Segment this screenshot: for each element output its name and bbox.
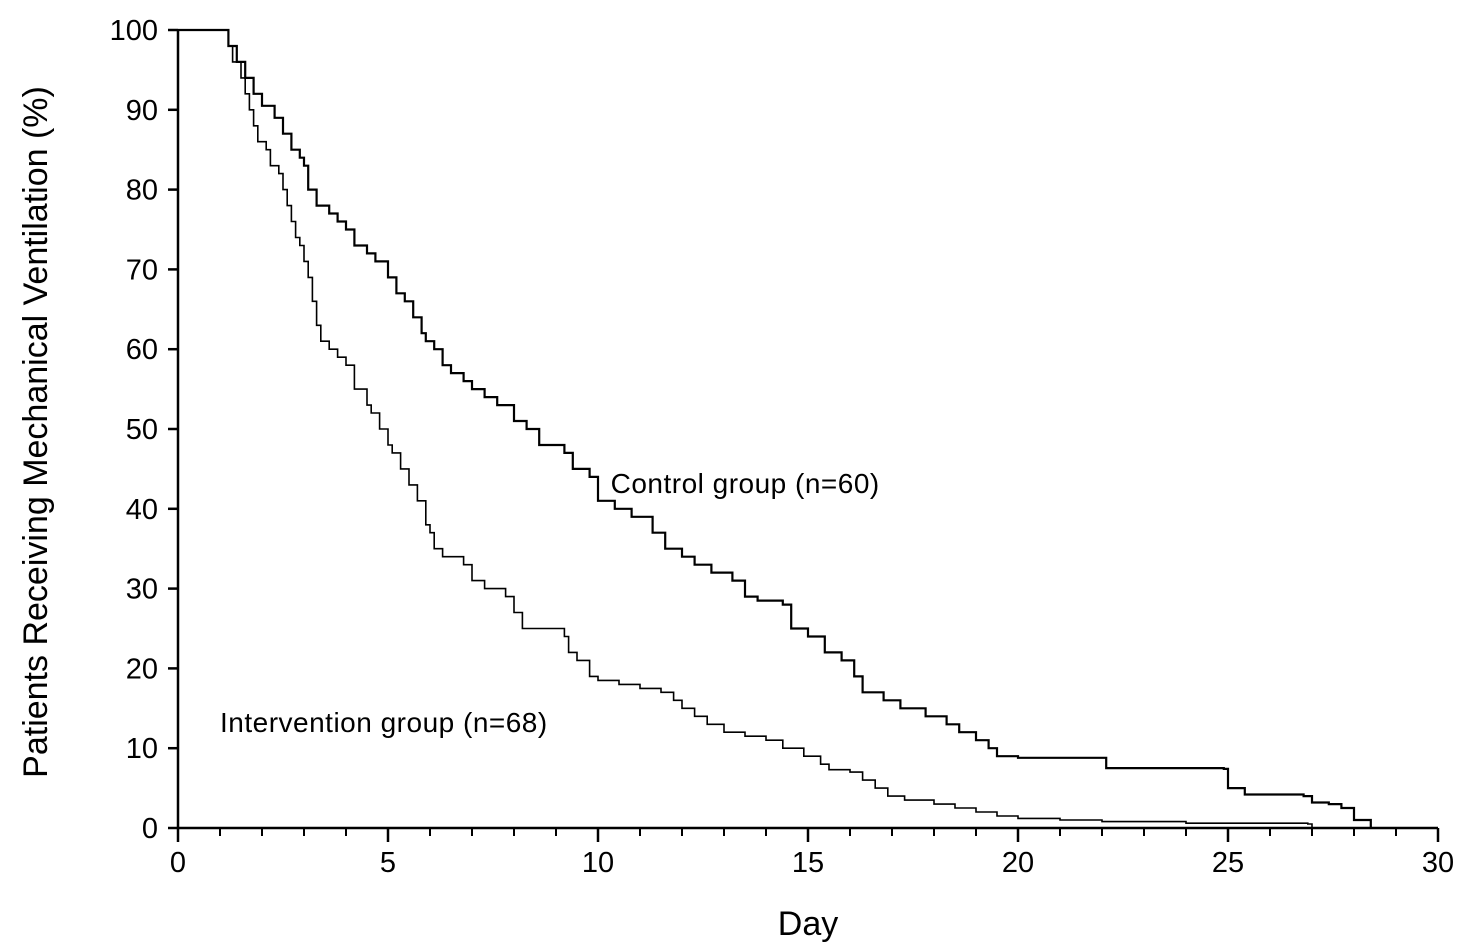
x-tick-label: 15 xyxy=(792,847,824,879)
x-tick-label: 20 xyxy=(1002,847,1034,879)
series-layer xyxy=(178,28,1372,828)
y-tick-label: 50 xyxy=(126,414,158,446)
y-tick-label: 60 xyxy=(126,334,158,366)
control-group-series-line xyxy=(178,28,1372,828)
y-axis-title: Patients Receiving Mechanical Ventilatio… xyxy=(17,86,55,778)
x-tick-label: 30 xyxy=(1422,847,1454,879)
y-tick-label: 30 xyxy=(126,574,158,606)
x-axis-title: Day xyxy=(778,905,838,943)
y-tick-label: 0 xyxy=(142,813,158,845)
y-tick-label: 100 xyxy=(110,15,158,47)
x-axis: 0 5 10 15 20 25 30 xyxy=(170,826,1454,879)
intervention-group-annotation: Intervention group (n=68) xyxy=(220,707,548,738)
x-tick-label: 10 xyxy=(582,847,614,879)
y-axis: 0 10 20 30 40 50 60 70 80 90 100 xyxy=(110,15,180,845)
x-tick-label: 25 xyxy=(1212,847,1244,879)
intervention-group-series-line xyxy=(178,29,1313,828)
y-tick-label: 20 xyxy=(126,653,158,685)
control-group-annotation: Control group (n=60) xyxy=(611,468,880,499)
x-tick-label: 5 xyxy=(380,847,396,879)
x-tick-label: 0 xyxy=(170,847,186,879)
y-tick-label: 70 xyxy=(126,254,158,286)
annotation-layer: Control group (n=60) Intervention group (… xyxy=(220,468,880,738)
y-tick-label: 10 xyxy=(126,733,158,765)
y-tick-label: 40 xyxy=(126,494,158,526)
y-tick-label: 80 xyxy=(126,175,158,207)
y-tick-label: 90 xyxy=(126,95,158,127)
